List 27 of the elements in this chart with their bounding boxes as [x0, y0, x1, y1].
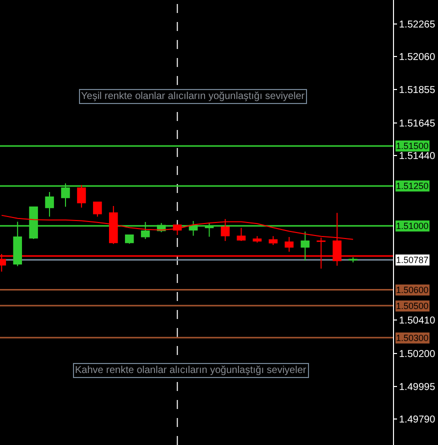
y-tick-label: 1.50410 [399, 316, 436, 327]
candlestick [77, 184, 86, 208]
y-tick-label: 1.52265 [399, 19, 436, 30]
ref-line-label: 1.50787 [396, 255, 429, 265]
candlestick [268, 236, 278, 246]
ref-line-label: 1.50600 [396, 285, 429, 295]
ref-line-label: 1.50300 [396, 333, 429, 343]
annotation: Yeşil renkte olanlar alıcıların yoğunlaştığı seviyeler [81, 91, 306, 102]
candlestick [124, 234, 134, 244]
candlestick [93, 202, 102, 218]
ref-line-label: 1.50500 [396, 301, 429, 311]
y-tick-label: 1.51855 [399, 84, 436, 96]
annotation: Kahve renkte olanlar alıcıların yoğunlaştığı seviyeler [75, 365, 307, 376]
ref-line-label: 1.51250 [396, 181, 429, 191]
ref-line-label: 1.51000 [396, 221, 429, 231]
candlestick [252, 236, 262, 244]
y-tick-label: 1.51645 [399, 118, 436, 130]
candlestick [300, 231, 310, 262]
ref-line-label: 1.51500 [396, 141, 429, 151]
candlestick [284, 236, 294, 252]
y-tick-label: 1.50200 [399, 349, 436, 360]
y-tick-label: 1.51440 [399, 151, 436, 162]
y-tick-label: 1.52060 [399, 52, 436, 64]
candlestick [236, 227, 246, 242]
y-tick-label: 1.49995 [399, 382, 436, 393]
candlestick [45, 192, 54, 218]
y-tick-label: 1.49790 [399, 414, 436, 426]
